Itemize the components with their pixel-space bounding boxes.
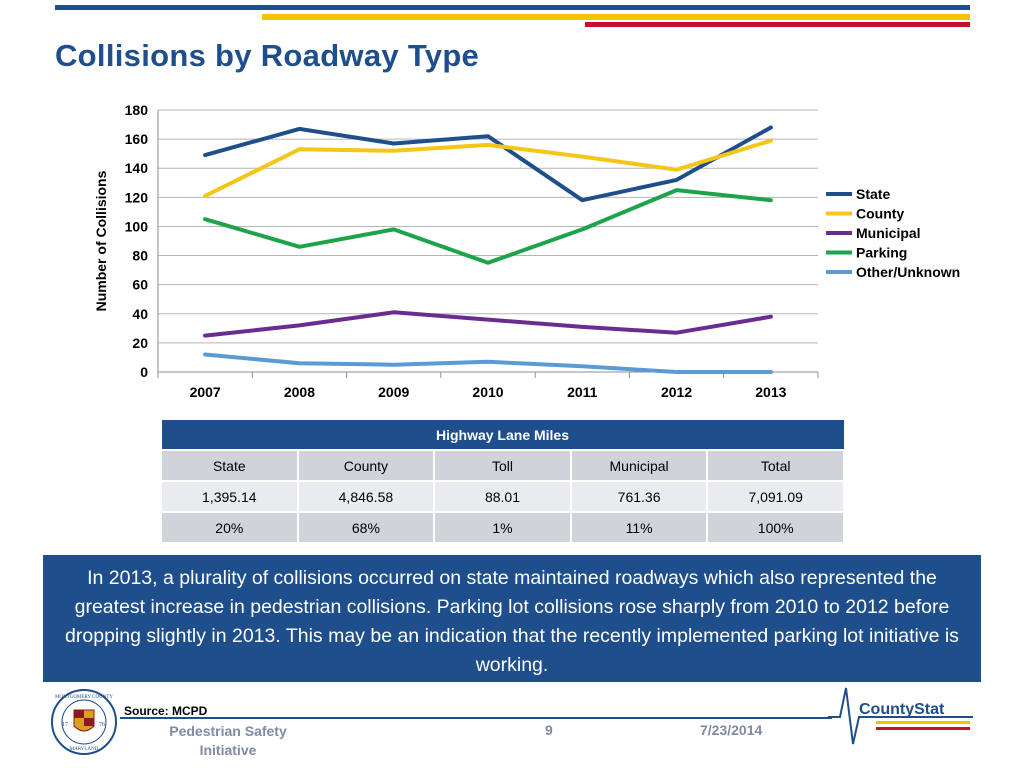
y-tick-label: 120 <box>125 189 149 205</box>
countystat-logo-text: CountyStat <box>859 701 945 718</box>
source-note: Source: MCPD <box>124 704 208 718</box>
y-tick-label: 0 <box>140 364 148 380</box>
y-tick-label: 140 <box>125 160 149 176</box>
x-tick-label: 2008 <box>284 384 315 400</box>
x-tick-label: 2012 <box>661 384 692 400</box>
table-cell: 68% <box>296 511 436 544</box>
x-tick-label: 2009 <box>378 384 409 400</box>
summary-callout: In 2013, a plurality of collisions occur… <box>43 555 981 682</box>
legend-label-state: State <box>856 186 890 202</box>
table-title: Highway Lane Miles <box>160 419 845 451</box>
table-cell: 1% <box>433 511 572 544</box>
y-tick-label: 100 <box>125 218 149 234</box>
x-tick-label: 2010 <box>472 384 503 400</box>
series-line-state <box>203 125 773 203</box>
table-cell: 11% <box>569 511 709 544</box>
table-row: 20% 68% 1% 11% 100% <box>160 511 845 544</box>
series-line-county <box>203 138 773 198</box>
column-header: County <box>296 449 436 482</box>
chart-gridlines <box>158 109 818 373</box>
table-cell: 7,091.09 <box>706 480 845 513</box>
page-title: Collisions by Roadway Type <box>55 38 480 73</box>
footer-date: 7/23/2014 <box>700 722 763 738</box>
y-tick-label: 180 <box>125 102 149 118</box>
county-seal-icon: 17 76 MONTGOMERY COUNTY MARYLAND <box>51 689 117 755</box>
seal-right-digits: 76 <box>99 722 105 728</box>
header-yellow-stripe <box>262 14 970 20</box>
series-line-municipal <box>203 310 773 338</box>
column-header: Total <box>706 449 845 482</box>
column-header: Toll <box>433 449 572 482</box>
y-tick-label: 20 <box>132 335 148 351</box>
header-red-stripe <box>585 22 970 27</box>
countystat-logo-icon: CountyStat <box>828 687 973 745</box>
y-tick-label: 60 <box>132 277 148 293</box>
legend-label-county: County <box>856 206 904 222</box>
seal-top-text: MONTGOMERY COUNTY <box>55 695 113 700</box>
table-cell: 88.01 <box>433 480 572 513</box>
y-axis-title: Number of Collisions <box>93 170 109 311</box>
series-line-other-unknown <box>203 352 773 374</box>
seal-left-digits: 17 <box>62 722 68 728</box>
table-cell: 4,846.58 <box>296 480 436 513</box>
table-row: 1,395.14 4,846.58 88.01 761.36 7,091.09 <box>160 480 845 513</box>
x-tick-label: 2011 <box>567 384 598 400</box>
x-tick-label: 2013 <box>755 384 786 400</box>
column-header: Municipal <box>569 449 709 482</box>
collisions-line-chart: 0 20 40 60 80 100 120 140 160 180 2007 2008 2009 2010… <box>93 102 960 400</box>
legend-label-other-unknown: Other/Unknown <box>856 264 960 280</box>
chart-series <box>203 125 773 374</box>
table-header-row: State County Toll Municipal Total <box>160 449 845 482</box>
y-tick-label: 160 <box>125 131 149 147</box>
column-header: State <box>160 449 299 482</box>
y-tick-label: 80 <box>132 248 148 264</box>
chart-axes: 0 20 40 60 80 100 120 140 160 180 2007 2008 2009 2010… <box>125 102 819 400</box>
page-number: 9 <box>545 722 553 738</box>
x-tick-label: 2007 <box>190 384 221 400</box>
series-line-parking <box>203 188 773 265</box>
table-cell: 761.36 <box>569 480 709 513</box>
y-tick-label: 40 <box>132 306 148 322</box>
legend-label-parking: Parking <box>856 245 907 261</box>
table-cell: 100% <box>706 511 845 544</box>
table-cell: 1,395.14 <box>160 480 299 513</box>
footer-divider <box>120 717 832 719</box>
legend-label-municipal: Municipal <box>856 225 921 241</box>
footer-subject: Pedestrian Safety Initiative <box>148 722 308 760</box>
header-navy-stripe <box>55 5 970 10</box>
footer-subject-line: Initiative <box>199 742 257 758</box>
footer-subject-line: Pedestrian Safety <box>169 723 287 739</box>
chart-legend: State County Municipal Parking Other/Unknown <box>826 186 960 280</box>
seal-bottom-text: MARYLAND <box>70 747 99 752</box>
highway-lane-miles-table: Highway Lane Miles State County Toll Mun… <box>160 419 845 544</box>
table-cell: 20% <box>160 511 299 544</box>
